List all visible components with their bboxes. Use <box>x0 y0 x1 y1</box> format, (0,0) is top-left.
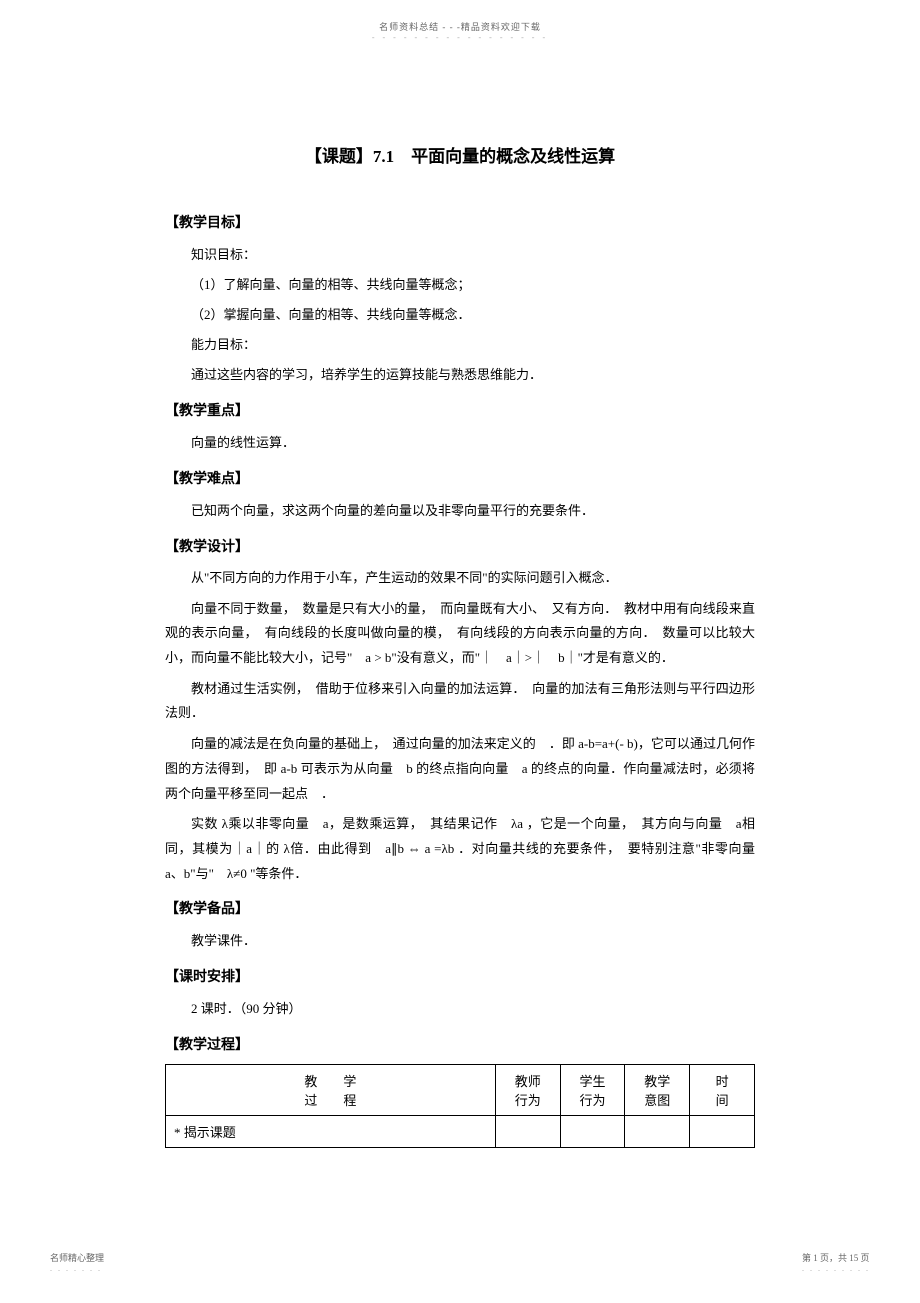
materials-text: 教学课件． <box>165 928 755 954</box>
section-process-header: 【教学过程】 <box>165 1034 755 1054</box>
footer-right-dots: . . . . . . . . . <box>802 1264 870 1273</box>
table-header-col2: 教师 行为 <box>495 1065 560 1116</box>
difficulty-text: 已知两个向量，求这两个向量的差向量以及非零向量平行的充要条件． <box>165 498 755 524</box>
col5-line1: 时 <box>694 1071 750 1090</box>
row1-col4 <box>625 1116 690 1148</box>
schedule-text: 2 课时．（90 分钟） <box>165 996 755 1022</box>
table-header-row: 教 学 过 程 教师 行为 学生 行为 教学 意图 时 间 <box>166 1065 755 1116</box>
footer-right-text: 第 1 页，共 15 页 <box>802 1251 870 1264</box>
table-header-col4: 教学 意图 <box>625 1065 690 1116</box>
footer-left-text: 名师精心整理 <box>50 1251 104 1264</box>
section-goal-header: 【教学目标】 <box>165 212 755 232</box>
row1-col5 <box>690 1116 755 1148</box>
col2-line2: 行为 <box>500 1090 556 1109</box>
design-p3: 教材通过生活实例， 借助于位移来引入向量的加法运算． 向量的加法有三角形法则与平… <box>165 677 755 726</box>
header-dots: - - - - - - - - - - - - - - - - - <box>0 33 920 42</box>
section-difficulty-header: 【教学难点】 <box>165 468 755 488</box>
col4-line2: 意图 <box>629 1090 685 1109</box>
knowledge-label: 知识目标： <box>165 242 755 268</box>
main-content: 【课题】7.1 平面向量的概念及线性运算 【教学目标】 知识目标： （1）了解向… <box>0 42 920 1188</box>
design-p4: 向量的减法是在负向量的基础上， 通过向量的加法来定义的 ．即 a-b=a+(- … <box>165 732 755 806</box>
page-title: 【课题】7.1 平面向量的概念及线性运算 <box>165 142 755 167</box>
footer-left-dots: . . . . . . . <box>50 1264 104 1273</box>
section-focus-header: 【教学重点】 <box>165 400 755 420</box>
col2-line1: 教师 <box>500 1071 556 1090</box>
col4-line1: 教学 <box>629 1071 685 1090</box>
ability-text: 通过这些内容的学习，培养学生的运算技能与熟悉思维能力． <box>165 362 755 388</box>
col1-line2: 过 程 <box>170 1090 491 1109</box>
col1-line1: 教 学 <box>170 1071 491 1090</box>
ability-label: 能力目标： <box>165 332 755 358</box>
section-schedule-header: 【课时安排】 <box>165 966 755 986</box>
row1-col1: * 揭示课题 <box>166 1116 496 1148</box>
col3-line1: 学生 <box>565 1071 621 1090</box>
goal-item1: （1）了解向量、向量的相等、共线向量等概念； <box>165 272 755 298</box>
table-row: * 揭示课题 <box>166 1116 755 1148</box>
col5-line2: 间 <box>694 1090 750 1109</box>
footer-right: 第 1 页，共 15 页 . . . . . . . . . <box>802 1251 870 1273</box>
focus-text: 向量的线性运算． <box>165 430 755 456</box>
header-text: 名师资料总结 - - -精品资料欢迎下载 <box>0 0 920 33</box>
design-p2: 向量不同于数量， 数量是只有大小的量， 而向量既有大小、 又有方向． 教材中用有… <box>165 597 755 671</box>
col3-line2: 行为 <box>565 1090 621 1109</box>
row1-col3 <box>560 1116 625 1148</box>
row1-col2 <box>495 1116 560 1148</box>
table-header-col3: 学生 行为 <box>560 1065 625 1116</box>
table-header-col5: 时 间 <box>690 1065 755 1116</box>
table-header-col1: 教 学 过 程 <box>166 1065 496 1116</box>
process-table: 教 学 过 程 教师 行为 学生 行为 教学 意图 时 间 * 揭示课题 <box>165 1064 755 1148</box>
footer-left: 名师精心整理 . . . . . . . <box>50 1251 104 1273</box>
design-p5: 实数 λ乘以非零向量 a，是数乘运算， 其结果记作 λa ，它是一个向量， 其方… <box>165 812 755 886</box>
design-p1: 从"不同方向的力作用于小车，产生运动的效果不同"的实际问题引入概念． <box>165 566 755 591</box>
section-materials-header: 【教学备品】 <box>165 898 755 918</box>
section-design-header: 【教学设计】 <box>165 536 755 556</box>
goal-item2: （2）掌握向量、向量的相等、共线向量等概念． <box>165 302 755 328</box>
